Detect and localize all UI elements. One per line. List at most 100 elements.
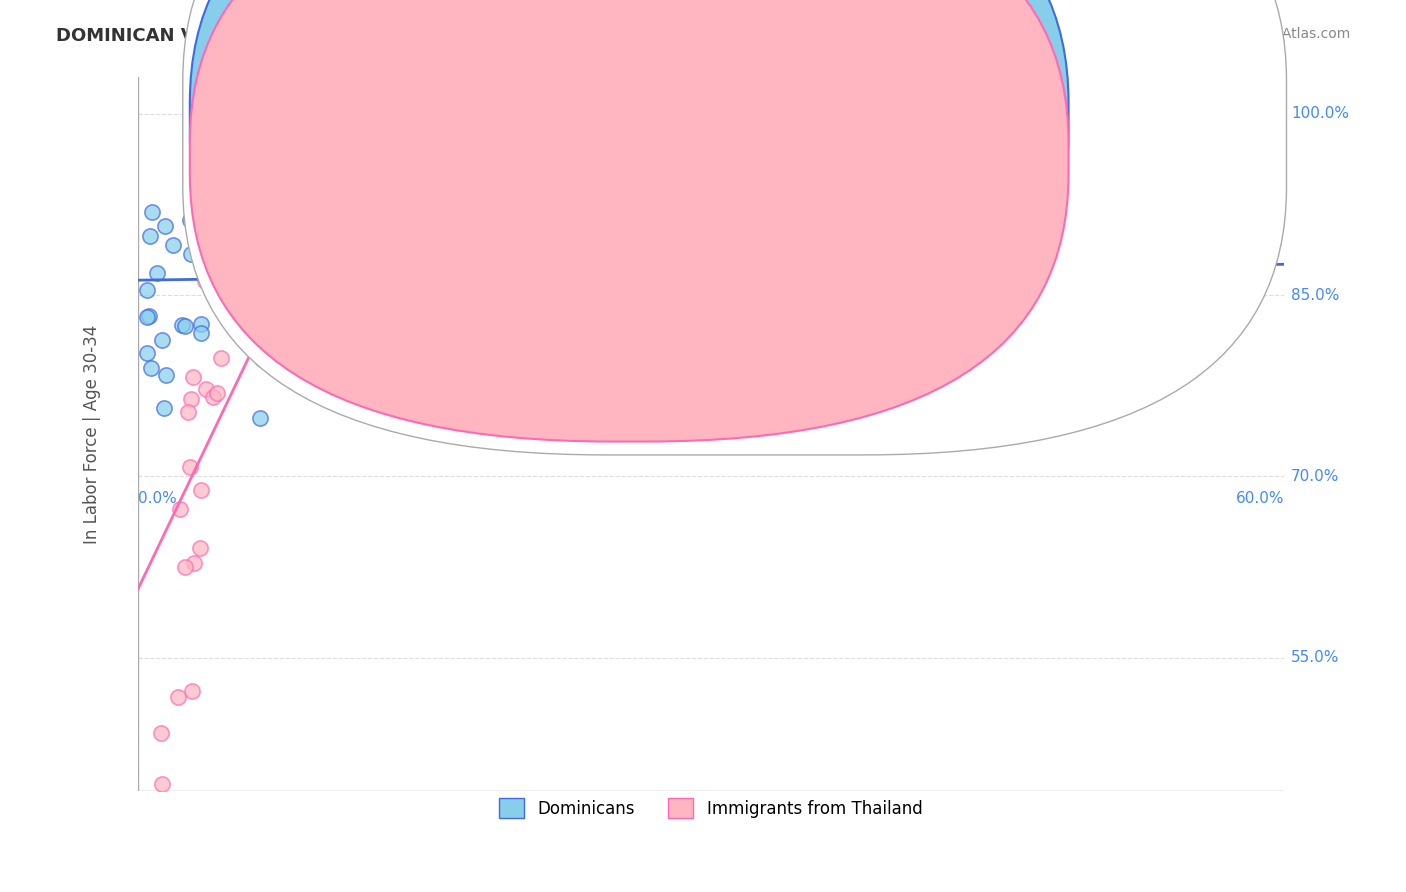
Point (179, 460, 201, 475)
Point (1232, 158, 1254, 172)
Point (163, 853, 186, 867)
Point (214, 82, 236, 96)
Point (207, 385, 229, 400)
Point (150, 777, 173, 791)
Point (333, 245, 356, 260)
Point (153, 219, 176, 233)
Point (136, 346, 159, 360)
Point (183, 556, 205, 570)
Point (360, 221, 382, 235)
Point (149, 856, 172, 871)
Point (229, 268, 252, 283)
Point (240, 82, 263, 96)
Point (529, 273, 551, 287)
Point (239, 82, 262, 96)
Point (246, 165, 269, 179)
Point (165, 856, 187, 871)
Point (550, 199, 572, 213)
Point (233, 82, 256, 96)
Point (157, 856, 180, 871)
Point (194, 382, 217, 396)
Point (208, 244, 231, 259)
Text: R =  0.060   N = 100: R = 0.060 N = 100 (654, 107, 827, 125)
Point (325, 240, 347, 254)
Point (195, 227, 218, 241)
Point (162, 238, 184, 252)
Point (337, 235, 360, 250)
Point (297, 82, 319, 96)
Point (190, 318, 212, 332)
Point (744, 240, 766, 254)
Point (214, 258, 236, 272)
Point (794, 215, 817, 229)
Point (181, 684, 204, 698)
Point (540, 303, 562, 318)
Point (155, 822, 177, 836)
Point (281, 310, 304, 325)
Point (332, 252, 354, 267)
Point (217, 82, 239, 96)
Point (139, 360, 162, 375)
Point (143, 856, 166, 871)
Point (153, 401, 176, 415)
Point (260, 82, 283, 96)
Point (156, 856, 179, 871)
Point (271, 82, 294, 96)
Point (415, 275, 437, 289)
Point (239, 82, 262, 96)
Point (207, 92, 229, 106)
Point (131, 856, 153, 871)
Point (617, 314, 640, 328)
Point (231, 258, 253, 272)
Point (301, 82, 323, 96)
Point (202, 390, 225, 404)
Point (266, 264, 288, 278)
Point (813, 169, 835, 183)
Point (842, 194, 865, 209)
Point (595, 286, 617, 301)
Point (523, 302, 546, 317)
Point (142, 856, 165, 871)
Point (256, 82, 278, 96)
Point (250, 352, 273, 367)
Point (356, 82, 378, 96)
Point (177, 405, 200, 419)
Point (606, 261, 628, 276)
Point (242, 235, 264, 250)
Point (628, 234, 651, 248)
Point (253, 282, 276, 296)
Point (290, 301, 312, 315)
Point (1254, 258, 1277, 272)
Point (260, 154, 283, 169)
Point (136, 283, 159, 297)
Point (1208, 187, 1230, 202)
Point (409, 235, 432, 250)
Point (252, 82, 274, 96)
Point (190, 326, 212, 340)
Point (229, 326, 252, 341)
Point (633, 243, 655, 257)
Point (350, 260, 373, 275)
Point (224, 82, 246, 96)
Point (287, 285, 309, 300)
Point (131, 856, 153, 871)
Point (209, 227, 232, 242)
Point (322, 273, 344, 287)
Point (416, 235, 439, 249)
Point (170, 318, 193, 333)
Point (398, 294, 420, 309)
Point (388, 213, 411, 227)
Point (553, 421, 575, 435)
Point (132, 856, 155, 871)
Point (236, 309, 259, 323)
Point (333, 270, 356, 285)
Point (197, 206, 219, 220)
Text: 100.0%: 100.0% (1291, 106, 1348, 121)
Point (225, 242, 247, 256)
Point (179, 213, 201, 227)
Point (173, 318, 195, 333)
Point (228, 82, 250, 96)
Point (486, 308, 509, 322)
Text: DOMINICAN VS IMMIGRANTS FROM THAILAND IN LABOR FORCE | AGE 30-34 CORRELATION CHA: DOMINICAN VS IMMIGRANTS FROM THAILAND IN… (56, 27, 1040, 45)
Point (276, 82, 298, 96)
